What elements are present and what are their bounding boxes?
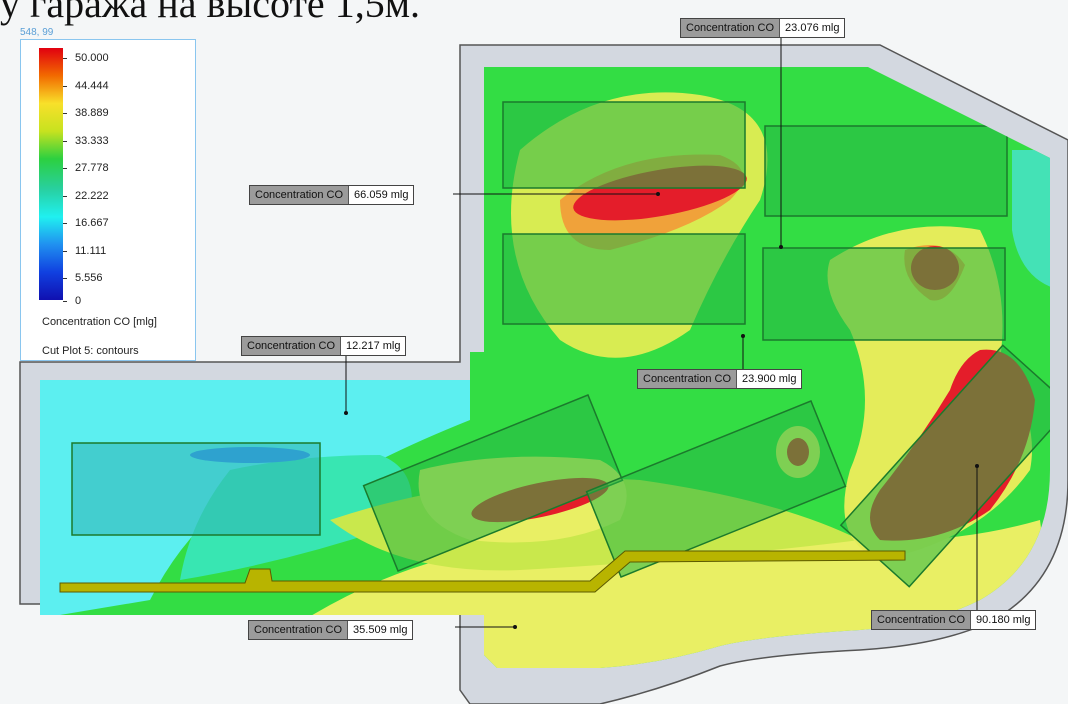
probe-value: 90.180 mlg bbox=[971, 611, 1035, 629]
probe-value: 23.076 mlg bbox=[780, 19, 844, 37]
legend-unit-label: Concentration CO [mlg] bbox=[42, 316, 157, 328]
legend-tick: 0 bbox=[63, 295, 81, 307]
probe-label: Concentration CO 23.900 mlg bbox=[637, 369, 802, 389]
plot-name: Cut Plot 5: contours bbox=[42, 345, 139, 357]
legend-tick: 22.222 bbox=[63, 190, 109, 202]
legend-tick: 44.444 bbox=[63, 80, 109, 92]
probe-quantity: Concentration CO bbox=[242, 337, 341, 355]
legend-tick: 27.778 bbox=[63, 162, 109, 174]
car-outline bbox=[503, 234, 745, 324]
probe-point bbox=[344, 411, 348, 415]
probe-point bbox=[656, 192, 660, 196]
page-heading: у гаража на высоте 1,5м. bbox=[0, 0, 420, 27]
probe-point bbox=[975, 464, 979, 468]
probe-value: 66.059 mlg bbox=[349, 186, 413, 204]
legend-tick: 16.667 bbox=[63, 217, 109, 229]
probe-label: Concentration CO 90.180 mlg bbox=[871, 610, 1036, 630]
car-outline bbox=[503, 102, 745, 188]
probe-point bbox=[741, 334, 745, 338]
probe-quantity: Concentration CO bbox=[249, 621, 348, 639]
probe-label: Concentration CO 35.509 mlg bbox=[248, 620, 413, 640]
cursor-coordinates: 548, 99 bbox=[20, 27, 53, 38]
probe-label: Concentration CO 12.217 mlg bbox=[241, 336, 406, 356]
legend-tick: 38.889 bbox=[63, 107, 109, 119]
legend-tick: 11.111 bbox=[63, 245, 106, 257]
legend-tick: 33.333 bbox=[63, 135, 109, 147]
probe-label: Concentration CO 23.076 mlg bbox=[680, 18, 845, 38]
car-outline bbox=[765, 126, 1007, 216]
probe-value: 23.900 mlg bbox=[737, 370, 801, 388]
legend-tick: 50.000 bbox=[63, 52, 109, 64]
probe-quantity: Concentration CO bbox=[872, 611, 971, 629]
legend-panel: 548, 99 50.000 44.444 38.889 33.333 27.7… bbox=[20, 39, 196, 361]
probe-point bbox=[513, 625, 517, 629]
probe-value: 35.509 mlg bbox=[348, 621, 412, 639]
color-scale-bar bbox=[39, 48, 63, 300]
car-outline bbox=[72, 443, 320, 535]
probe-quantity: Concentration CO bbox=[681, 19, 780, 37]
probe-quantity: Concentration CO bbox=[250, 186, 349, 204]
car-outline bbox=[763, 248, 1005, 340]
probe-value: 12.217 mlg bbox=[341, 337, 405, 355]
probe-label: Concentration CO 66.059 mlg bbox=[249, 185, 414, 205]
probe-point bbox=[779, 245, 783, 249]
probe-quantity: Concentration CO bbox=[638, 370, 737, 388]
legend-tick: 5.556 bbox=[63, 272, 103, 284]
